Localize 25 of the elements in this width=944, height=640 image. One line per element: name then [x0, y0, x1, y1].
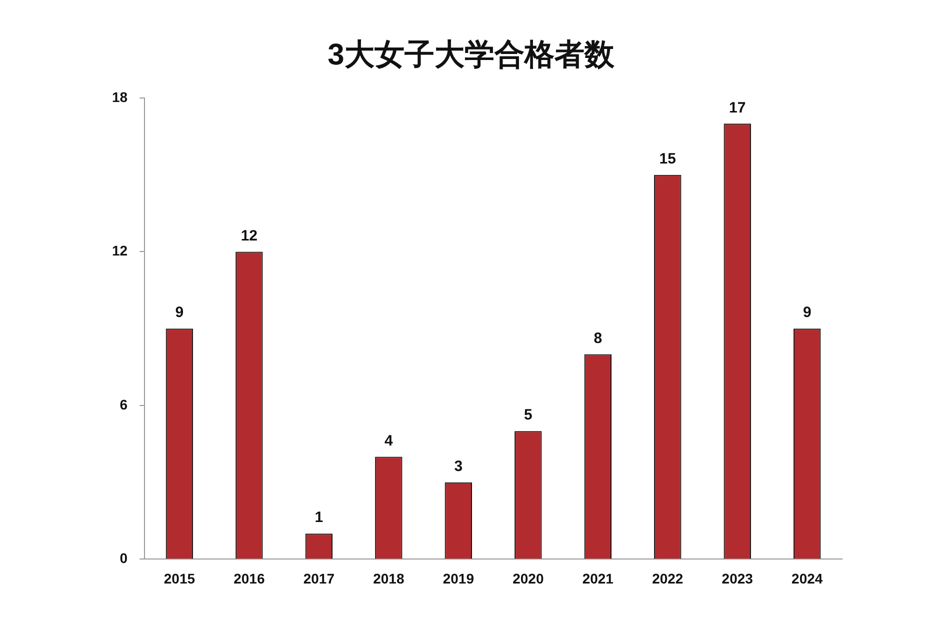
x-tick-label: 2016 — [234, 570, 265, 586]
x-tick-label: 2019 — [442, 570, 474, 586]
data-label: 9 — [175, 304, 184, 322]
x-tick-label: 2023 — [722, 570, 754, 586]
data-label: 4 — [384, 432, 394, 450]
x-tick-label: 2017 — [303, 570, 335, 586]
y-tick-label: 18 — [112, 88, 128, 105]
y-tick-label: 12 — [112, 242, 128, 259]
data-label: 3 — [454, 458, 463, 475]
data-label: 5 — [524, 406, 532, 424]
x-tick-label: 2018 — [373, 570, 404, 586]
data-label: 1 — [314, 509, 324, 526]
data-label: 8 — [594, 330, 602, 347]
x-tick-label: 2024 — [792, 570, 823, 586]
data-label: 12 — [240, 227, 258, 244]
data-label: 9 — [802, 304, 812, 322]
x-tick-label: 2021 — [582, 570, 614, 586]
data-label: 17 — [729, 99, 746, 116]
y-tick-label: 6 — [120, 396, 128, 412]
x-tick-label: 2022 — [652, 570, 684, 586]
chart-title: 3大女子大学合格者数 — [328, 38, 616, 72]
y-tick-label: 0 — [120, 550, 128, 566]
x-tick-label: 2020 — [512, 570, 544, 586]
data-label: 15 — [659, 150, 676, 168]
x-tick-label: 2015 — [164, 570, 196, 586]
